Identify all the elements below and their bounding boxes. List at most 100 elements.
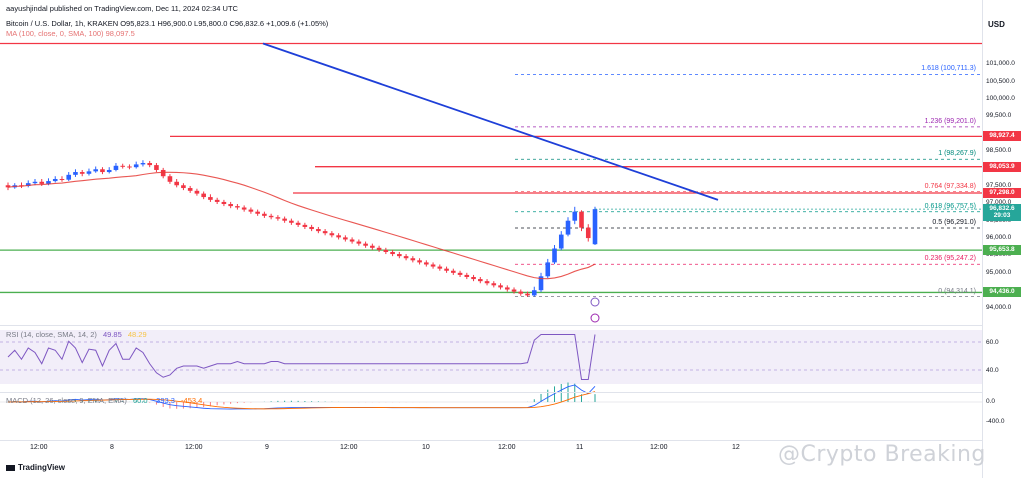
candle-body bbox=[531, 290, 537, 296]
candle-body bbox=[46, 181, 51, 184]
candle-body bbox=[241, 207, 247, 210]
fib-level-label: 0.236 (95,247.2) bbox=[924, 255, 976, 263]
candle-body bbox=[572, 211, 578, 221]
price-badge: 96,832.6 bbox=[983, 204, 1021, 215]
candle-body bbox=[208, 197, 213, 200]
rsi-line bbox=[7, 334, 596, 380]
watermark: @Crypto Breaking bbox=[778, 442, 986, 467]
price-badge: 98,927.4 bbox=[983, 131, 1021, 142]
candle-body bbox=[383, 249, 389, 252]
macd-hist-value: 60.0 bbox=[132, 396, 148, 405]
candle-body bbox=[518, 291, 524, 294]
candle-body bbox=[127, 166, 132, 168]
price-tick: 101,000.0 bbox=[986, 60, 1015, 68]
candle-body bbox=[228, 204, 233, 207]
publisher-line: aayushjindal published on TradingView.co… bbox=[6, 4, 238, 13]
rsi-legend[interactable]: RSI (14, close, SMA, 14, 2) 49.85 48.29 bbox=[6, 330, 147, 339]
ma-100-line bbox=[7, 171, 596, 280]
price-tick: 98,500.0 bbox=[986, 147, 1012, 155]
candle-body bbox=[221, 201, 227, 205]
candle-body bbox=[376, 247, 382, 250]
candle-body bbox=[316, 229, 321, 232]
candle-body bbox=[322, 231, 328, 234]
macd-tick-0: 0.0 bbox=[986, 398, 996, 405]
candle-body bbox=[147, 163, 152, 166]
price-tick: 100,500.0 bbox=[986, 77, 1015, 85]
tradingview-logo-icon bbox=[6, 464, 15, 471]
candle-body bbox=[66, 174, 72, 180]
candle-body bbox=[154, 165, 159, 170]
candle-body bbox=[343, 237, 348, 240]
candle-body bbox=[451, 270, 456, 273]
candle-body bbox=[558, 234, 564, 249]
tradingview-brand-text: TradingView bbox=[18, 463, 65, 472]
candle-body bbox=[437, 266, 443, 269]
candle-body bbox=[201, 193, 206, 198]
time-tick: 12:00 bbox=[185, 444, 203, 451]
candle-body bbox=[302, 224, 308, 227]
price-tick: 95,000.0 bbox=[986, 268, 1012, 276]
candle-body bbox=[106, 169, 112, 173]
price-tick: 97,500.0 bbox=[986, 181, 1012, 189]
candle-body bbox=[565, 220, 571, 235]
time-axis-separator bbox=[0, 440, 982, 441]
candle-body bbox=[25, 183, 31, 186]
candle-body bbox=[444, 268, 449, 271]
candle-body bbox=[370, 245, 375, 248]
currency-label[interactable]: USD bbox=[988, 20, 1005, 29]
macd-signal-value: -453.4 bbox=[181, 396, 203, 405]
price-tick: 96,000.0 bbox=[986, 234, 1012, 242]
event-marker-lightning bbox=[590, 313, 600, 323]
candle-body bbox=[390, 251, 395, 255]
rsi-sma-value: 48.29 bbox=[127, 330, 147, 339]
candle-body bbox=[491, 283, 497, 286]
time-tick: 10 bbox=[422, 444, 430, 451]
price-tick: 97,000.0 bbox=[986, 199, 1012, 207]
fib-level-label: 0.764 (97,334.8) bbox=[924, 182, 976, 190]
price-badge: 95,653.8 bbox=[983, 245, 1021, 256]
ma-legend[interactable]: MA (100, close, 0, SMA, 100) 98,097.5 bbox=[6, 29, 135, 38]
candle-body bbox=[39, 181, 45, 184]
candle-body bbox=[336, 235, 341, 238]
macd-pane-separator[interactable] bbox=[0, 392, 982, 393]
candle-body bbox=[100, 169, 105, 173]
price-badge: 98,053.9 bbox=[983, 161, 1021, 172]
candle-body bbox=[268, 215, 274, 218]
tradingview-logo: TradingView bbox=[6, 463, 65, 472]
candle-body bbox=[363, 243, 368, 246]
candle-body bbox=[484, 281, 490, 284]
symbol-legend[interactable]: Bitcoin / U.S. Dollar, 1h, KRAKEN O95,82… bbox=[6, 19, 329, 28]
candle-body bbox=[498, 285, 503, 288]
rsi-band bbox=[0, 330, 982, 384]
candle-body bbox=[59, 179, 65, 180]
candle-body bbox=[113, 165, 119, 170]
rsi-tick-40: 40.0 bbox=[986, 367, 999, 374]
rsi-pane-separator[interactable] bbox=[0, 325, 982, 326]
candle-body bbox=[295, 222, 301, 225]
fib-level-label: 0 (94,314.1) bbox=[938, 287, 976, 295]
price-badge: 94,436.0 bbox=[983, 287, 1021, 298]
rsi-value: 49.85 bbox=[102, 330, 122, 339]
candle-body bbox=[282, 218, 287, 221]
candle-body bbox=[289, 220, 294, 223]
candle-body bbox=[181, 185, 186, 189]
candle-body bbox=[160, 169, 166, 177]
candle-body bbox=[309, 226, 314, 230]
price-axis[interactable] bbox=[982, 0, 1023, 478]
candle-body bbox=[552, 248, 557, 263]
fib-level-label: 0.618 (96,757.5) bbox=[924, 202, 976, 210]
candle-body bbox=[32, 181, 38, 184]
time-tick: 12:00 bbox=[498, 444, 516, 451]
candle-body bbox=[235, 206, 240, 208]
candle-body bbox=[255, 211, 260, 214]
rsi-tick-60: 60.0 bbox=[986, 339, 999, 346]
fib-level-label: 1.236 (99,201.0) bbox=[924, 117, 976, 125]
time-tick: 8 bbox=[110, 444, 114, 451]
candle-body bbox=[93, 169, 99, 172]
candle-body bbox=[397, 254, 402, 257]
price-tick: 94,000.0 bbox=[986, 303, 1012, 311]
candle-body bbox=[430, 264, 436, 267]
candle-body bbox=[417, 260, 422, 263]
macd-legend[interactable]: MACD (12, 26, close, 9, EMA, EMA) 60.0 -… bbox=[6, 396, 202, 405]
